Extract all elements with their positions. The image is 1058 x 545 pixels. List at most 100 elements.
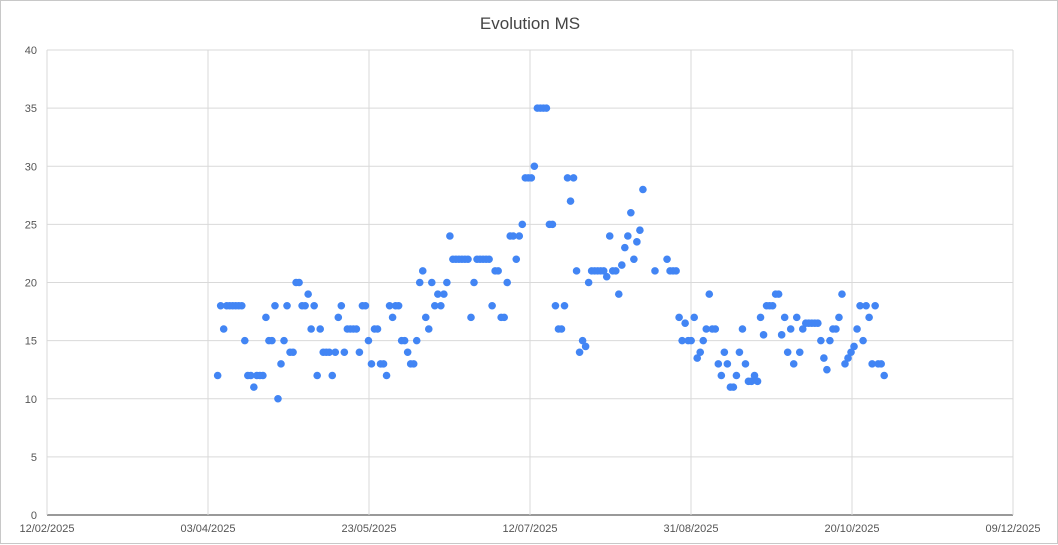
data-point[interactable] [283,301,291,310]
data-point[interactable] [509,232,518,240]
data-point[interactable] [250,383,258,391]
data-point[interactable] [316,325,325,333]
data-point[interactable] [557,325,566,333]
data-point[interactable] [262,313,270,322]
data-point[interactable] [639,185,647,194]
data-point[interactable] [367,360,376,368]
data-point[interactable] [307,325,315,333]
data-point[interactable] [219,325,228,333]
data-point[interactable] [295,278,303,287]
data-point[interactable] [512,255,521,264]
data-point[interactable] [729,383,738,391]
data-point[interactable] [515,232,524,240]
data-point[interactable] [856,301,864,310]
data-point[interactable] [738,325,747,333]
data-point[interactable] [581,342,590,351]
data-point[interactable] [844,354,852,362]
data-point[interactable] [624,232,632,240]
data-point[interactable] [627,208,635,217]
data-point[interactable] [663,255,671,264]
data-point[interactable] [464,255,472,264]
data-point[interactable] [412,336,421,345]
data-point[interactable] [750,371,759,380]
data-point[interactable] [841,360,849,368]
data-point[interactable] [732,371,741,380]
data-point[interactable] [569,174,578,182]
data-point[interactable] [241,336,249,345]
data-point[interactable] [575,348,584,357]
data-point[interactable] [584,278,593,287]
data-point[interactable] [355,348,364,357]
data-point[interactable] [313,371,321,380]
data-point[interactable] [847,348,855,357]
data-point[interactable] [747,377,756,386]
data-point[interactable] [421,313,430,322]
data-point[interactable] [289,348,297,357]
data-point[interactable] [274,394,282,403]
data-point[interactable] [437,301,445,310]
data-point[interactable] [699,336,708,345]
data-point[interactable] [400,336,409,345]
data-point[interactable] [361,301,370,310]
data-point[interactable] [850,342,858,351]
data-point[interactable] [259,371,267,380]
data-point[interactable] [789,360,798,368]
data-point[interactable] [237,301,246,310]
data-point[interactable] [385,301,394,310]
data-point[interactable] [614,290,623,298]
data-point[interactable] [415,278,424,287]
data-point[interactable] [605,232,614,240]
data-point[interactable] [687,336,695,345]
data-point[interactable] [247,371,255,380]
data-point[interactable] [440,290,448,298]
data-point[interactable] [340,348,349,357]
data-point[interactable] [560,301,569,310]
data-point[interactable] [602,272,611,281]
data-point[interactable] [403,348,412,357]
data-point[interactable] [566,197,575,205]
data-point[interactable] [334,313,343,322]
data-point[interactable] [280,336,288,345]
data-point[interactable] [636,226,644,234]
data-point[interactable] [823,365,831,374]
data-point[interactable] [838,290,846,298]
data-point[interactable] [424,325,433,333]
data-point[interactable] [774,290,783,298]
data-point[interactable] [630,255,638,264]
data-point[interactable] [753,377,762,386]
data-point[interactable] [859,336,867,345]
data-point[interactable] [780,313,789,322]
data-point[interactable] [431,301,439,310]
data-point[interactable] [711,325,720,333]
data-point[interactable] [696,348,705,357]
data-point[interactable] [542,104,551,112]
data-point[interactable] [337,301,346,310]
data-point[interactable] [826,336,834,345]
data-point[interactable] [880,371,888,380]
data-point[interactable] [443,278,451,287]
data-point[interactable] [741,360,750,368]
data-point[interactable] [768,301,777,310]
data-point[interactable] [277,360,285,368]
data-point[interactable] [500,313,508,322]
data-point[interactable] [388,313,397,322]
data-point[interactable] [621,243,629,252]
data-point[interactable] [216,301,225,310]
data-point[interactable] [853,325,861,333]
data-point[interactable] [331,348,340,357]
data-point[interactable] [786,325,795,333]
data-point[interactable] [877,360,885,368]
data-point[interactable] [705,290,714,298]
data-point[interactable] [548,220,557,229]
data-point[interactable] [720,348,729,357]
data-point[interactable] [651,267,659,275]
data-point[interactable] [301,301,309,310]
data-point[interactable] [409,360,418,368]
data-point[interactable] [690,313,698,322]
data-point[interactable] [527,174,536,182]
data-point[interactable] [551,301,560,310]
data-point[interactable] [633,238,641,246]
data-point[interactable] [572,267,581,275]
data-point[interactable] [563,174,572,182]
data-point[interactable] [871,301,879,310]
